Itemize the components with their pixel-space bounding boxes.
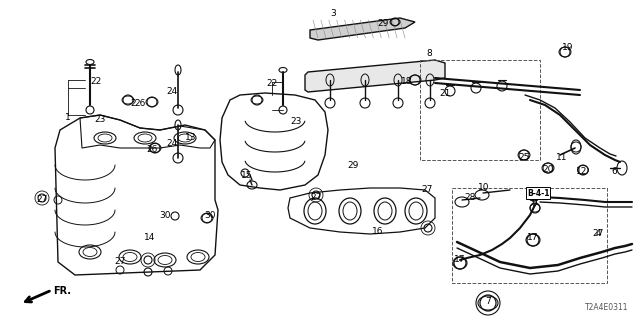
Text: 16: 16 [372, 228, 384, 236]
Text: 7: 7 [485, 298, 491, 307]
Text: 15: 15 [241, 171, 253, 180]
Text: 9: 9 [531, 198, 537, 207]
Text: 19: 19 [563, 44, 573, 52]
Text: 18: 18 [401, 77, 413, 86]
Text: 24: 24 [166, 139, 178, 148]
Text: 23: 23 [291, 116, 301, 125]
Text: 27: 27 [36, 196, 48, 204]
Text: 17: 17 [527, 233, 539, 242]
Text: T2A4E0311: T2A4E0311 [584, 303, 628, 312]
Bar [420, 60, 540, 160]
Text: 30: 30 [204, 211, 216, 220]
Text: 30: 30 [159, 211, 171, 220]
Text: 27: 27 [421, 185, 433, 194]
Text: 8: 8 [426, 50, 432, 59]
Polygon shape [305, 60, 445, 92]
Text: 26: 26 [134, 99, 146, 108]
Text: 22: 22 [90, 77, 102, 86]
Text: 14: 14 [144, 234, 156, 243]
Text: 29: 29 [378, 20, 388, 28]
Text: 23: 23 [94, 116, 106, 124]
Text: 11: 11 [556, 154, 568, 163]
Text: 25: 25 [518, 153, 530, 162]
Text: 20: 20 [542, 165, 554, 174]
Text: 4: 4 [595, 228, 601, 237]
Text: B-4-1: B-4-1 [527, 188, 549, 197]
Text: 5: 5 [530, 188, 536, 196]
Text: 27: 27 [115, 258, 125, 267]
Polygon shape [310, 18, 415, 40]
Text: 27: 27 [592, 229, 604, 238]
Text: 22: 22 [266, 79, 278, 89]
Text: 6: 6 [611, 167, 617, 177]
Text: 13: 13 [185, 133, 196, 142]
Text: 28: 28 [464, 194, 476, 203]
Text: 10: 10 [478, 183, 490, 193]
Text: 3: 3 [330, 10, 336, 19]
Bar [452, 188, 607, 283]
Text: 17: 17 [454, 255, 466, 265]
Text: 12: 12 [576, 167, 588, 177]
Text: 24: 24 [166, 87, 178, 97]
Text: FR.: FR. [53, 286, 71, 296]
Text: 1: 1 [65, 114, 71, 123]
Text: 27: 27 [310, 194, 322, 203]
Text: 26: 26 [147, 146, 157, 155]
Text: 29: 29 [348, 162, 358, 171]
Text: 2: 2 [130, 99, 136, 108]
Text: 21: 21 [439, 89, 451, 98]
